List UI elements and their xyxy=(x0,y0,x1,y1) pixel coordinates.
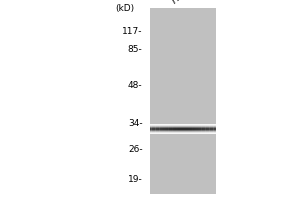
Bar xyxy=(157,124,158,134)
Bar xyxy=(188,124,190,134)
Bar xyxy=(159,124,161,134)
Bar xyxy=(150,133,216,134)
Bar xyxy=(150,126,216,127)
Bar xyxy=(150,125,216,126)
Bar xyxy=(150,129,216,130)
Bar xyxy=(184,124,186,134)
Bar xyxy=(150,124,152,134)
Bar xyxy=(150,128,216,129)
Bar xyxy=(171,124,173,134)
Bar xyxy=(155,124,157,134)
Bar xyxy=(206,124,207,134)
Bar xyxy=(211,124,212,134)
Bar xyxy=(162,124,164,134)
Bar xyxy=(191,124,193,134)
Bar xyxy=(212,124,214,134)
Bar xyxy=(174,124,176,134)
Bar xyxy=(175,124,177,134)
Bar xyxy=(178,124,179,134)
Text: 26-: 26- xyxy=(128,144,142,154)
Bar xyxy=(150,131,216,132)
Bar xyxy=(213,124,215,134)
Bar xyxy=(187,124,189,134)
Bar xyxy=(163,124,165,134)
Bar xyxy=(215,124,216,134)
Bar xyxy=(179,124,181,134)
Bar xyxy=(150,130,216,131)
Bar xyxy=(170,124,171,134)
Bar xyxy=(176,124,178,134)
Bar xyxy=(180,124,182,134)
Bar xyxy=(204,124,206,134)
Text: (kD): (kD) xyxy=(115,3,134,12)
Bar xyxy=(182,124,183,134)
Bar xyxy=(197,124,199,134)
Bar xyxy=(150,127,216,128)
Bar xyxy=(150,125,216,126)
Bar xyxy=(167,124,169,134)
Text: HeLa: HeLa xyxy=(169,0,195,6)
Bar xyxy=(195,124,196,134)
Bar xyxy=(194,124,195,134)
Bar xyxy=(151,124,153,134)
Bar xyxy=(164,124,166,134)
Bar xyxy=(208,124,210,134)
Bar xyxy=(158,124,160,134)
Bar xyxy=(150,131,216,132)
Bar xyxy=(166,124,167,134)
Bar xyxy=(183,124,184,134)
Bar xyxy=(150,129,216,130)
Bar xyxy=(209,124,211,134)
Bar xyxy=(172,124,174,134)
Bar xyxy=(202,124,203,134)
Bar xyxy=(192,124,194,134)
Bar xyxy=(150,132,216,133)
Bar xyxy=(199,124,200,134)
Bar xyxy=(160,124,162,134)
Bar xyxy=(186,124,187,134)
Bar xyxy=(169,124,170,134)
Text: 34-: 34- xyxy=(128,118,142,128)
Bar xyxy=(150,124,216,125)
Bar xyxy=(203,124,204,134)
Bar xyxy=(200,124,202,134)
Bar xyxy=(190,124,191,134)
Text: 85-: 85- xyxy=(128,45,142,53)
Text: 48-: 48- xyxy=(128,82,142,90)
Text: 19-: 19- xyxy=(128,174,142,184)
Bar xyxy=(150,8,216,194)
Bar xyxy=(154,124,156,134)
Text: 117-: 117- xyxy=(122,26,142,36)
Bar xyxy=(153,124,154,134)
Bar xyxy=(207,124,208,134)
Bar xyxy=(150,124,216,125)
Bar xyxy=(196,124,198,134)
Bar xyxy=(150,130,216,131)
